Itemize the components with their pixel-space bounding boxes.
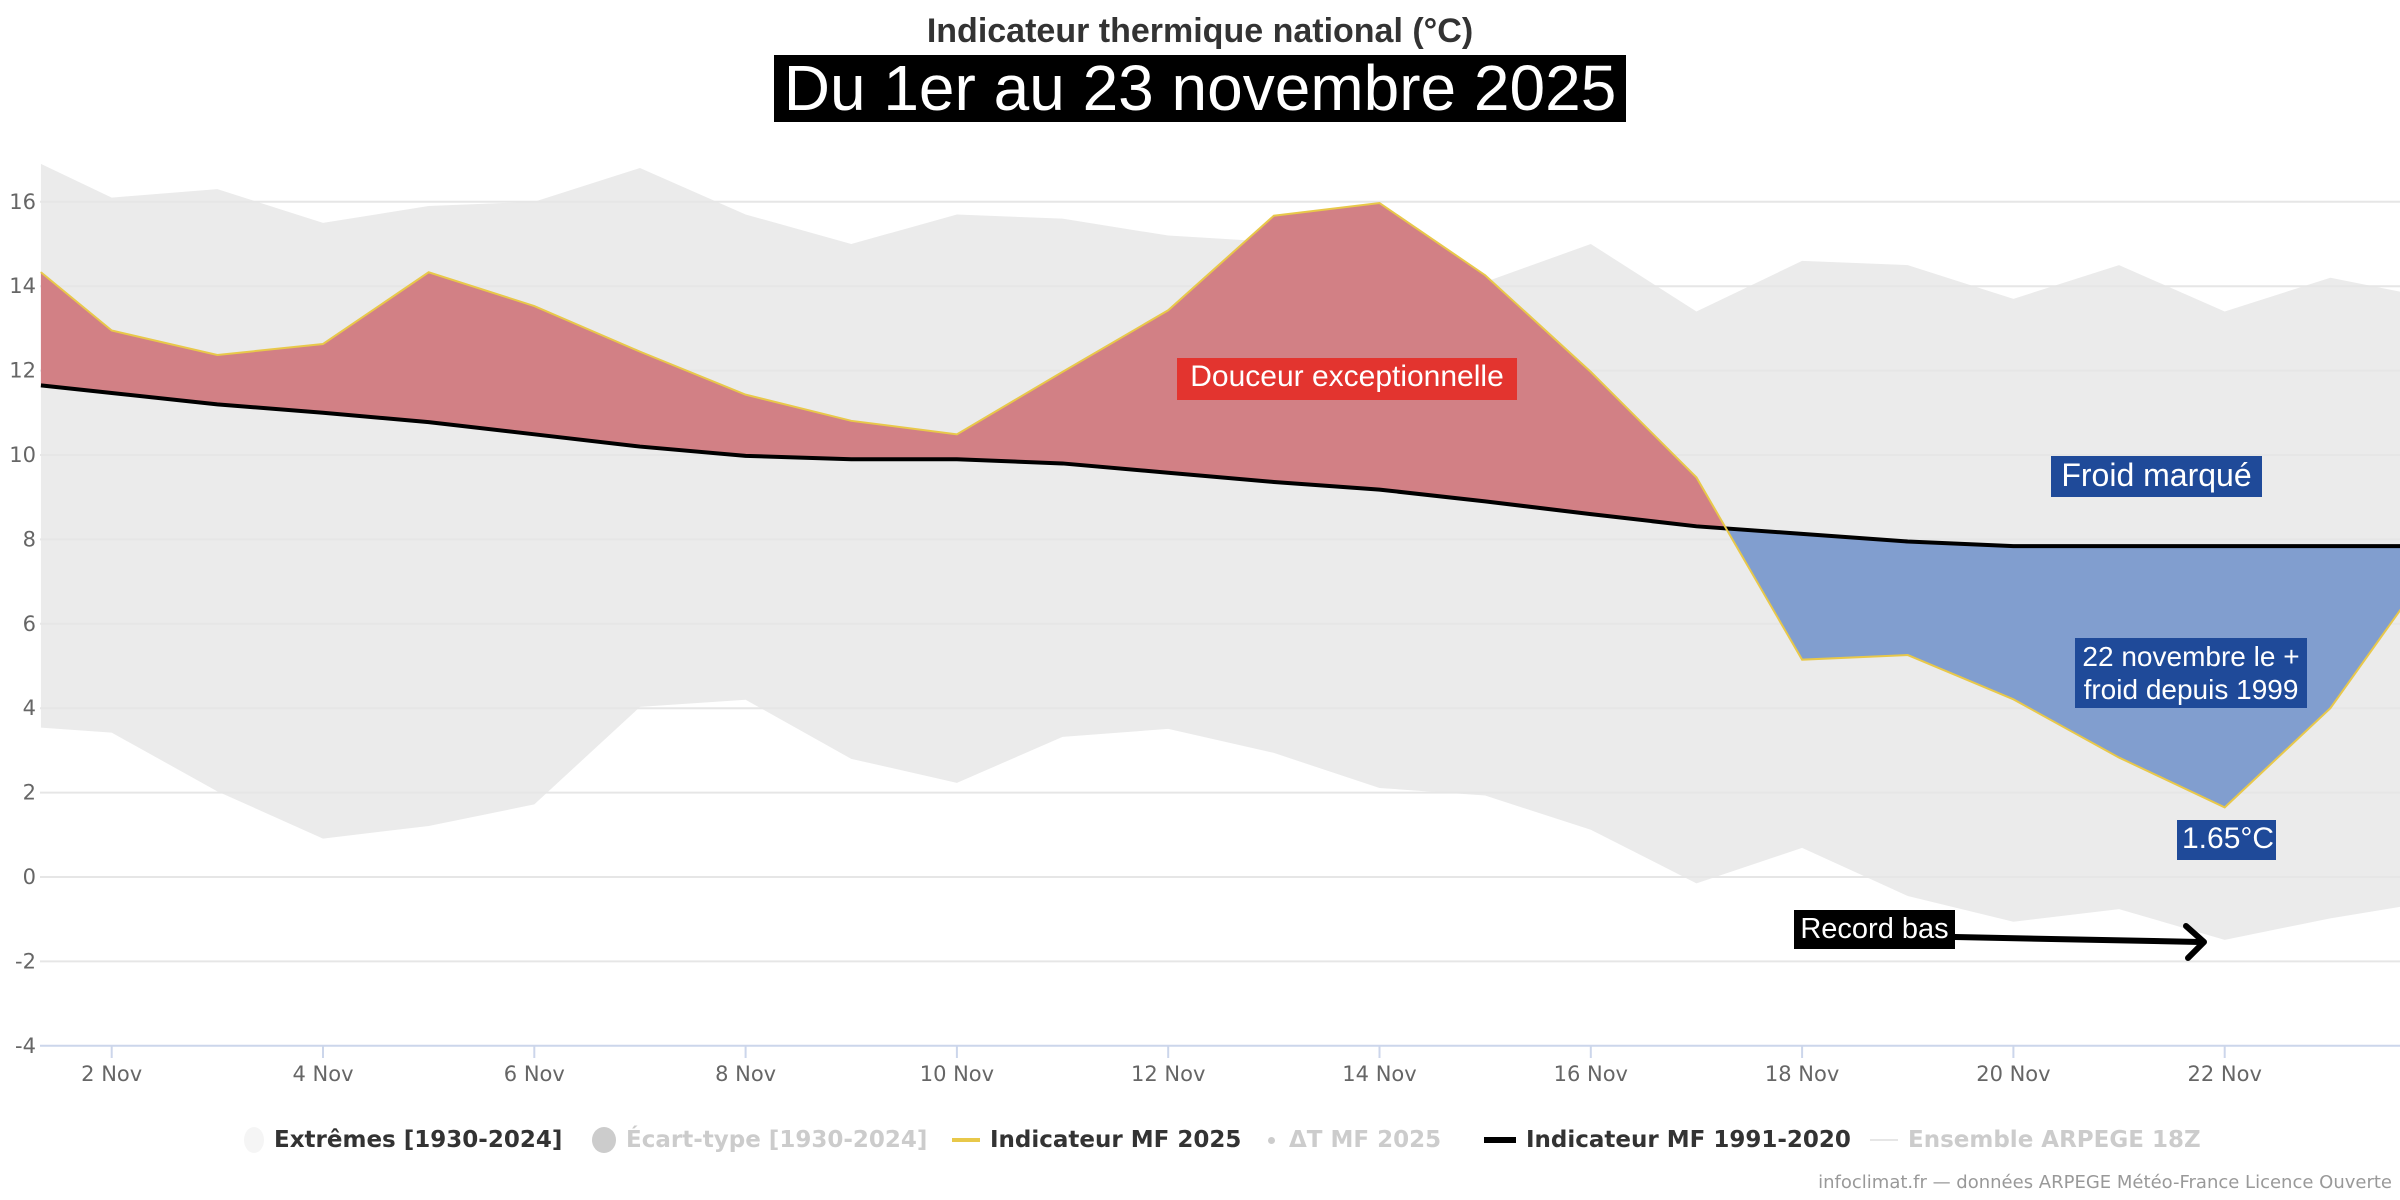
data-point-mf-2025 (1062, 371, 1064, 373)
y-tick-label: -4 (15, 1034, 36, 1058)
series-line-mf-2025 (40, 202, 2400, 809)
series-line-mf-1991-2020 (40, 383, 2400, 549)
data-point-mf-2025 (111, 330, 113, 332)
x-tick-label: 22 Nov (2188, 1062, 2262, 1086)
y-tick-label: 0 (23, 865, 36, 889)
annotation-coldest-line2: froid depuis 1999 (2083, 674, 2299, 705)
data-point-mf-2025 (956, 433, 958, 435)
legend-label: Ensemble ARPEGE 18Z (1908, 1127, 2201, 1153)
y-tick-label: 6 (23, 612, 36, 636)
data-point-mf-2025 (639, 351, 641, 353)
chart-subtitle: Du 1er au 23 novembre 2025 (773, 55, 1627, 122)
legend-item-delta-t[interactable]: ΔT MF 2025 (1268, 1124, 1441, 1156)
data-point-mf-2025 (322, 343, 324, 345)
data-point-mf-2025 (2012, 698, 2014, 700)
data-point-mf-2025 (1379, 202, 1380, 204)
legend-item-ecart-type[interactable]: Écart-type [1930-2024] (592, 1124, 927, 1156)
data-point-mf-2025 (2329, 707, 2331, 709)
legend-item-extremes[interactable]: Extrêmes [1930-2024] (244, 1124, 562, 1156)
data-point-mf-2025 (40, 271, 42, 273)
data-point-mf-2025 (1695, 476, 1697, 478)
y-tick-label: 2 (23, 781, 36, 805)
annotation-coldest-day: 22 novembre le + froid depuis 1999 (2075, 638, 2307, 708)
data-point-mf-2025 (1273, 215, 1275, 217)
legend-line-icon (1870, 1139, 1898, 1141)
x-tick-label: 20 Nov (1976, 1062, 2050, 1086)
legend-circle-icon (592, 1127, 616, 1153)
x-tick-label: 6 Nov (504, 1062, 565, 1086)
y-tick-label: 16 (9, 190, 36, 214)
y-tick-label: 12 (9, 359, 36, 383)
annotation-cold: Froid marqué (2051, 456, 2262, 497)
x-tick-label: 4 Nov (292, 1062, 353, 1086)
record-arrow-icon (1952, 934, 2203, 945)
x-tick-label: 10 Nov (920, 1062, 994, 1086)
legend-label: Indicateur MF 1991-2020 (1526, 1127, 1851, 1153)
credits-link[interactable]: infoclimat.fr — données ARPEGE Météo-Fra… (1818, 1172, 2392, 1193)
y-tick-label: 14 (9, 274, 36, 298)
y-tick-label: -2 (15, 949, 36, 973)
legend-item-arpege[interactable]: Ensemble ARPEGE 18Z (1870, 1124, 2201, 1156)
annotation-coldest-line1: 22 novembre le + (2082, 641, 2300, 672)
data-point-mf-2025 (2224, 806, 2226, 808)
data-point-mf-2025 (745, 394, 747, 396)
arrowhead-icon (2183, 923, 2207, 961)
data-point-mf-2025 (850, 420, 852, 422)
data-point-mf-2025 (1167, 309, 1169, 311)
data-point-mf-2025 (533, 305, 535, 307)
data-point-mf-2025 (1907, 654, 1909, 656)
y-tick-label: 4 (23, 696, 36, 720)
legend-label: Écart-type [1930-2024] (626, 1127, 928, 1153)
y-tick-label: 10 (9, 443, 36, 467)
legend-circle-icon (244, 1127, 264, 1153)
data-point-mf-2025 (2118, 757, 2120, 759)
legend-line-icon (1484, 1137, 1516, 1143)
x-tick-label: 16 Nov (1554, 1062, 1628, 1086)
cold-anomaly-area (40, 385, 2400, 808)
chart-title: Indicateur thermique national (°C) (926, 12, 1474, 50)
legend-item-mf-2025[interactable]: Indicateur MF 2025 (952, 1124, 1241, 1156)
x-tick-label: 8 Nov (715, 1062, 776, 1086)
data-point-mf-2025 (1801, 659, 1803, 661)
x-tick-label: 2 Nov (81, 1062, 142, 1086)
x-tick-label: 14 Nov (1342, 1062, 1416, 1086)
legend-label: Indicateur MF 2025 (990, 1127, 1242, 1153)
legend-label: ΔT MF 2025 (1289, 1127, 1442, 1153)
x-tick-label: 18 Nov (1765, 1062, 1839, 1086)
legend-label: Extrêmes [1930-2024] (274, 1127, 563, 1153)
legend-line-icon (952, 1138, 980, 1142)
legend-dot-icon (1268, 1136, 1275, 1144)
annotation-min-value: 1.65°C (2177, 820, 2276, 860)
x-tick-label: 12 Nov (1131, 1062, 1205, 1086)
annotation-warm: Douceur exceptionnelle (1177, 358, 1517, 400)
y-tick-label: 8 (23, 527, 36, 551)
legend-item-mf-1991-2020[interactable]: Indicateur MF 1991-2020 (1484, 1124, 1851, 1156)
data-point-mf-2025 (216, 354, 218, 356)
data-point-mf-2025 (1484, 274, 1486, 276)
annotation-record: Record bas (1794, 910, 1955, 949)
data-point-mf-2025 (1590, 371, 1592, 373)
data-point-mf-2025 (428, 271, 430, 273)
